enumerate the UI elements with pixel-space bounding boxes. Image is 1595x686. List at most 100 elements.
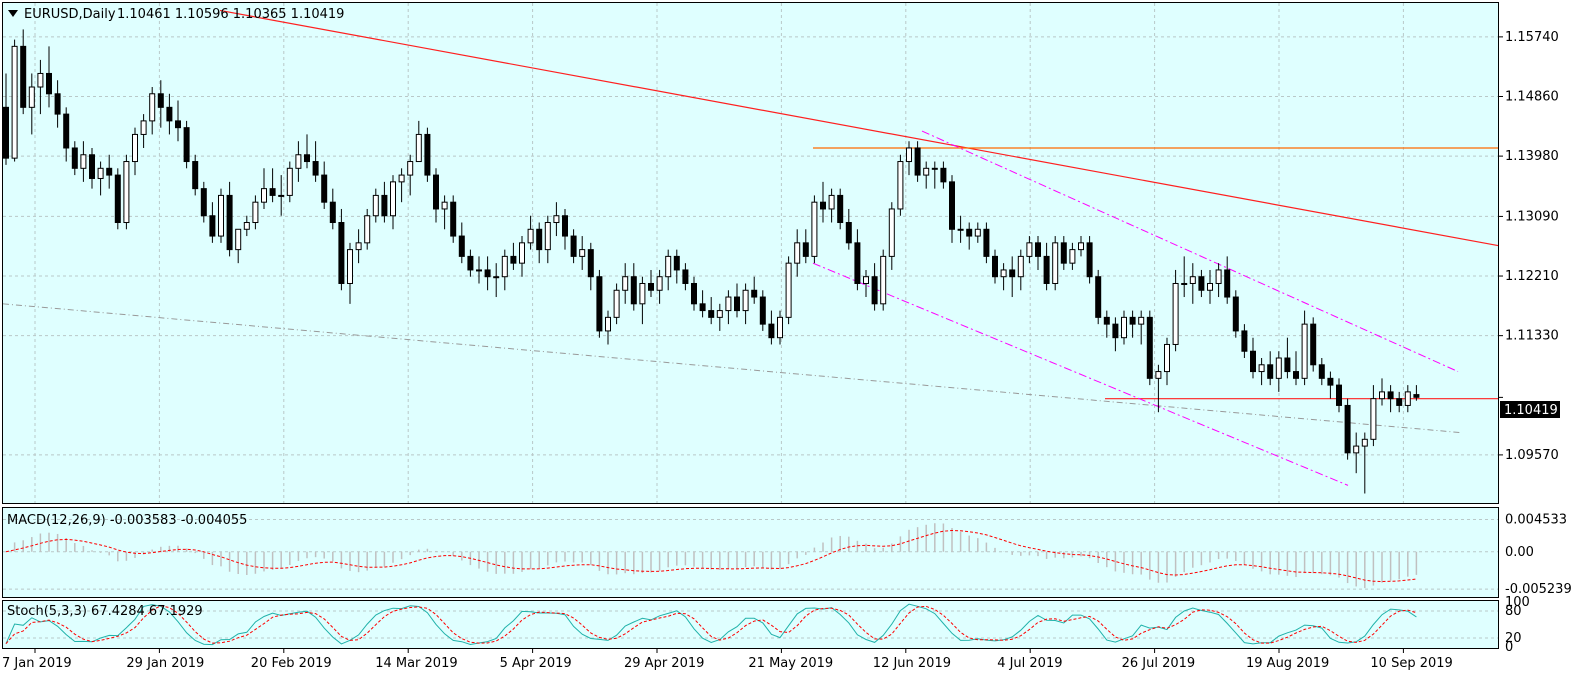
candle-body xyxy=(828,194,835,210)
candle xyxy=(923,161,930,189)
time-tick-label: 14 Mar 2019 xyxy=(375,656,457,671)
candle xyxy=(725,290,732,325)
candle-body xyxy=(1086,242,1093,278)
candle-body xyxy=(544,222,551,251)
candle xyxy=(1052,236,1059,291)
candle xyxy=(407,154,414,196)
candle xyxy=(777,310,783,345)
time-tick-label: 7 Jan 2019 xyxy=(2,656,72,671)
candle xyxy=(1250,337,1256,379)
candle xyxy=(1275,351,1282,392)
candle-body xyxy=(1413,394,1420,398)
candle xyxy=(390,175,396,230)
candle xyxy=(820,181,826,223)
channel-upper-line xyxy=(921,130,1459,373)
candle-body xyxy=(1129,316,1136,325)
candle xyxy=(192,154,199,196)
candle-body xyxy=(579,249,586,257)
candle-body xyxy=(562,215,568,237)
candle-body xyxy=(1258,364,1265,373)
candle xyxy=(656,269,663,304)
candle-body xyxy=(639,282,646,305)
candle-body xyxy=(1052,242,1059,284)
candle-body xyxy=(888,208,895,257)
candle-body xyxy=(1404,391,1411,406)
candle xyxy=(605,310,611,345)
candle xyxy=(871,263,878,311)
candle xyxy=(106,154,113,189)
candle-body xyxy=(1164,343,1170,373)
candle xyxy=(3,73,9,165)
candle xyxy=(1121,310,1127,345)
candle-body xyxy=(338,222,345,284)
candle-body xyxy=(656,276,663,291)
candle xyxy=(71,141,78,176)
candle-body xyxy=(54,93,61,115)
candle xyxy=(1207,269,1213,304)
candle xyxy=(1189,263,1196,304)
candle-body xyxy=(157,93,164,108)
candle-body xyxy=(802,242,809,257)
candle-body xyxy=(1078,242,1084,251)
candle xyxy=(140,114,147,148)
candle-body xyxy=(269,188,276,196)
candle xyxy=(1095,269,1102,325)
candle-body xyxy=(252,201,259,224)
candle xyxy=(123,154,130,230)
candle-body xyxy=(587,249,594,278)
stoch-pane[interactable] xyxy=(2,600,1499,649)
candle xyxy=(381,181,388,223)
candle xyxy=(845,208,852,250)
candles xyxy=(3,29,1420,494)
collapse-triangle-icon[interactable] xyxy=(8,10,18,17)
candle-body xyxy=(940,167,947,183)
candle-body xyxy=(433,174,439,210)
candle-body xyxy=(312,161,319,176)
candle xyxy=(46,46,52,108)
candle-body xyxy=(691,282,697,305)
candle-body xyxy=(570,235,577,257)
candle xyxy=(553,202,560,237)
candle xyxy=(1086,236,1093,284)
price-tick-label: 1.09570 xyxy=(1505,448,1559,463)
candle xyxy=(501,249,508,291)
candle xyxy=(1035,236,1041,270)
time-tick-label: 19 Aug 2019 xyxy=(1246,656,1329,671)
candle xyxy=(493,263,500,298)
time-tick-label: 10 Sep 2019 xyxy=(1370,656,1452,671)
candle xyxy=(544,215,551,264)
candle xyxy=(914,141,921,182)
candle xyxy=(252,195,259,230)
candle-body xyxy=(1121,316,1127,339)
candle xyxy=(1026,236,1033,264)
candle-body xyxy=(175,120,181,129)
candle-body xyxy=(1155,371,1162,379)
candle xyxy=(1060,236,1067,270)
candle-body xyxy=(347,249,353,284)
candle-body xyxy=(725,296,732,312)
trendline xyxy=(219,9,1499,247)
macd-pane[interactable] xyxy=(2,507,1499,598)
candle-body xyxy=(880,255,887,305)
candle-body xyxy=(63,113,70,149)
candle xyxy=(880,249,887,311)
candle-body xyxy=(510,255,517,264)
candle xyxy=(1078,236,1084,257)
main-pane[interactable] xyxy=(2,2,1499,504)
candle xyxy=(1232,290,1239,338)
candle-body xyxy=(424,133,431,176)
candle xyxy=(441,195,448,230)
candle xyxy=(286,161,293,203)
candle xyxy=(329,188,336,230)
macd-axis: 0.004533 0.00 -0.005239 xyxy=(1505,512,1572,597)
candle xyxy=(1353,432,1360,474)
candle xyxy=(794,229,801,277)
candle-body xyxy=(1172,282,1179,345)
candle-body xyxy=(1293,371,1299,379)
candle xyxy=(1241,324,1248,359)
time-tick-label: 21 May 2019 xyxy=(748,656,833,671)
candle-body xyxy=(820,201,826,210)
candle-body xyxy=(1396,398,1403,406)
candle xyxy=(1301,310,1308,386)
